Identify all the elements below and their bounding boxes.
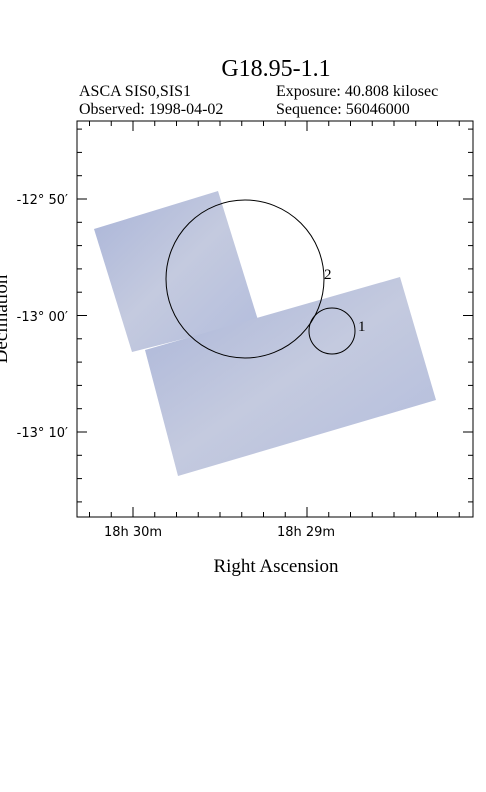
y-tick-label: -13° 10′	[17, 426, 68, 441]
y-axis-label: Declination	[0, 274, 12, 363]
x-tick-label: 18h 30m	[104, 525, 162, 540]
y-tick-label: -13° 00′	[17, 310, 68, 325]
x-axis-label: Right Ascension	[213, 556, 339, 577]
exposure: Exposure: 40.808 kilosec	[276, 83, 438, 100]
region-label: 1	[358, 319, 366, 335]
region-circle	[308, 307, 356, 355]
title: G18.95-1.1	[221, 56, 330, 82]
frame	[76, 120, 474, 518]
y-tick-label: -12° 50′	[17, 193, 68, 208]
ticks	[77, 121, 473, 517]
image-field	[94, 191, 258, 352]
sequence: Sequence: 56046000	[276, 101, 410, 118]
image-field	[145, 277, 436, 476]
instrument: ASCA SIS0,SIS1	[79, 83, 191, 100]
region-label: 2	[324, 267, 332, 283]
observed: Observed: 1998-04-02	[79, 101, 223, 118]
region-circle	[165, 199, 325, 359]
x-tick-label: 18h 29m	[277, 525, 335, 540]
